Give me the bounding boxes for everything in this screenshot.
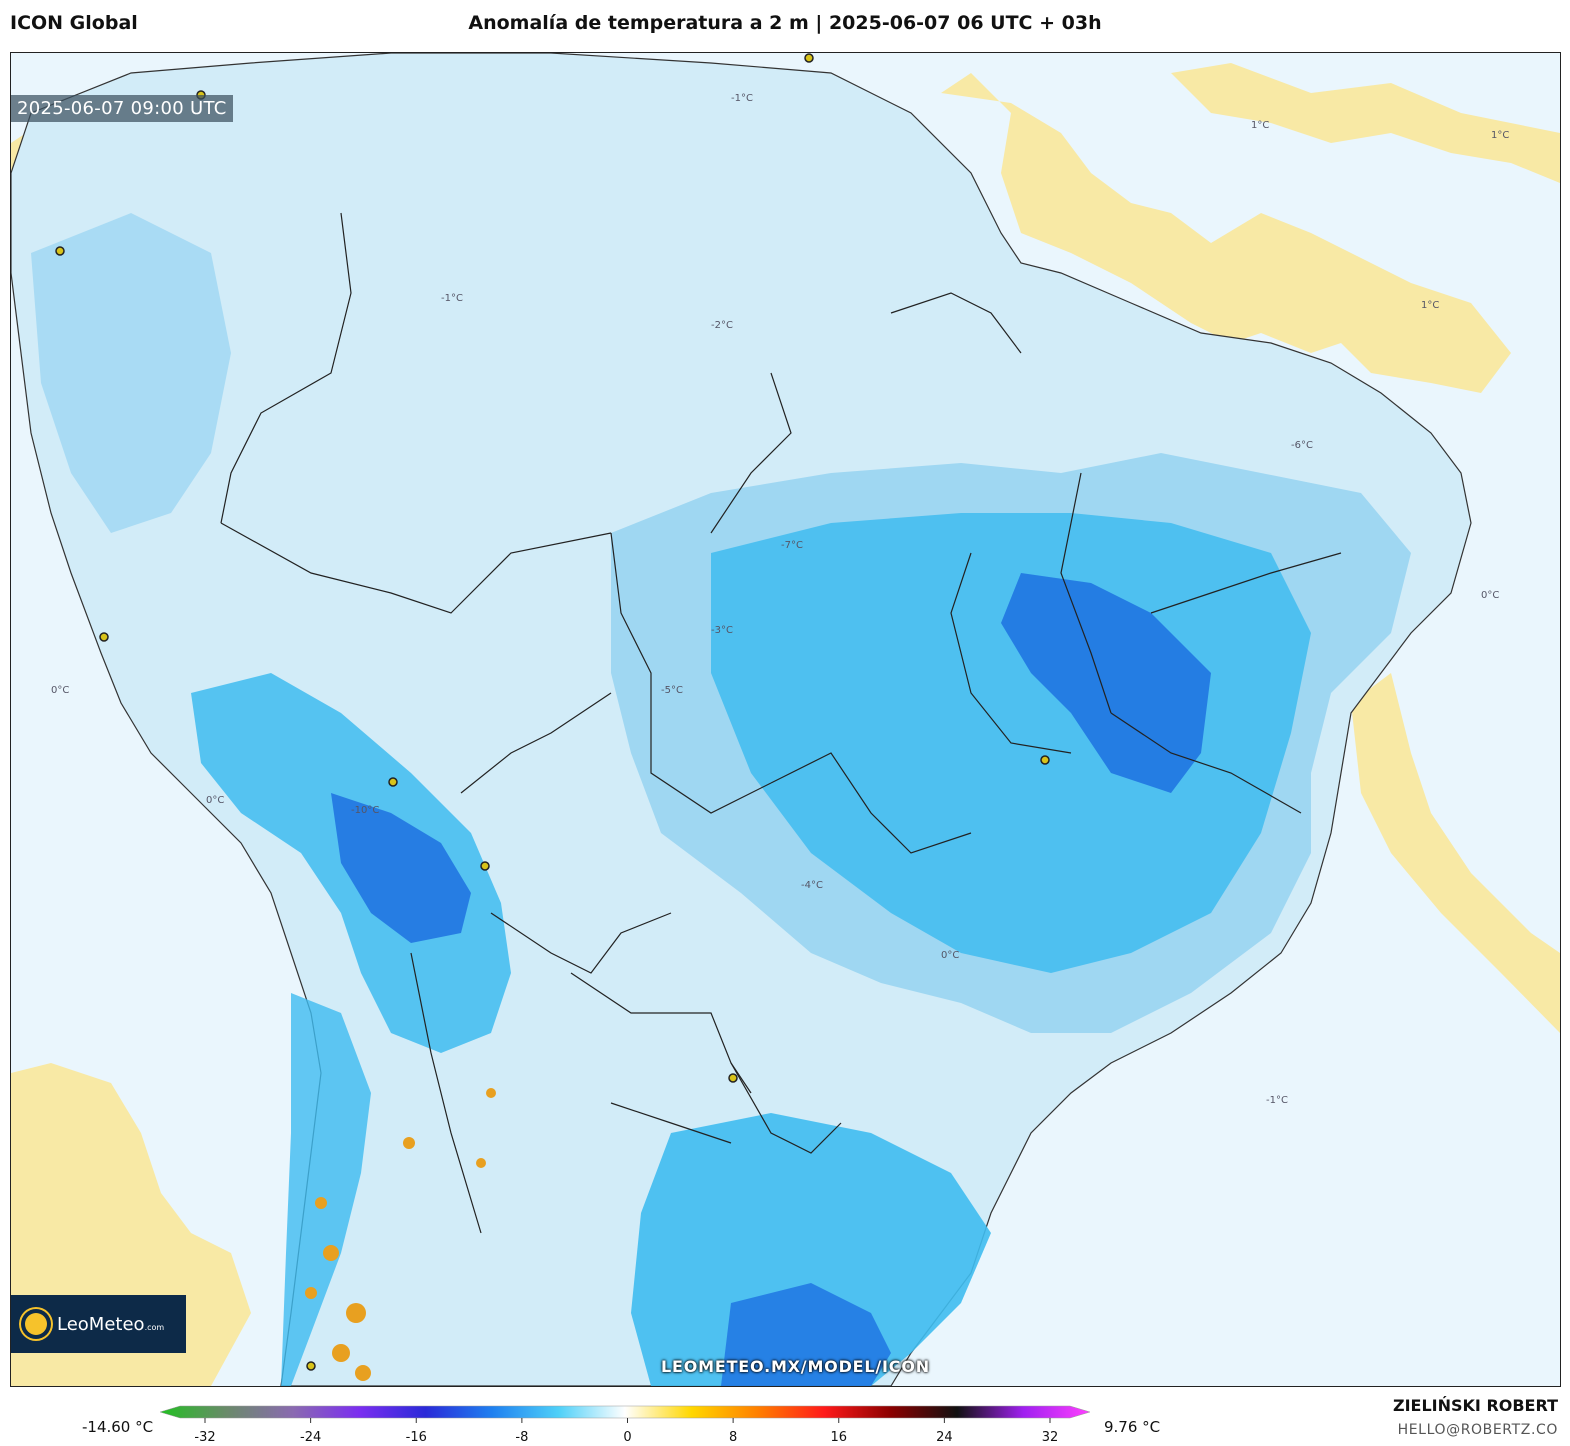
andes-warm-spots bbox=[305, 1088, 496, 1381]
logo-brand: LeoMeteo bbox=[57, 1313, 145, 1335]
cold-zone-south-brazil bbox=[631, 1113, 991, 1386]
contour-label: 0°C bbox=[941, 950, 959, 961]
contour-label: -5°C bbox=[661, 685, 683, 696]
coldest-zone-goias bbox=[1001, 573, 1211, 793]
warm-patch-atlantic-north bbox=[941, 73, 1511, 393]
contour-label: -6°C bbox=[1291, 440, 1313, 451]
colorbar-tick-label: 32 bbox=[1041, 1430, 1059, 1445]
contour-label: 1°C bbox=[1491, 130, 1509, 141]
city-marker bbox=[55, 246, 65, 256]
colorbar-tick-label: -16 bbox=[405, 1430, 427, 1445]
coldest-zone-altiplano bbox=[331, 793, 471, 943]
sun-icon bbox=[25, 1313, 47, 1335]
contour-label: -7°C bbox=[781, 540, 803, 551]
contour-label: -10°C bbox=[351, 805, 379, 816]
colorbar-tick-label: 24 bbox=[936, 1430, 953, 1445]
contour-label: 0°C bbox=[51, 685, 69, 696]
colorbar-min-label: -14.60 °C bbox=[82, 1418, 154, 1436]
colorbar-tick-label: -8 bbox=[515, 1430, 529, 1445]
city-marker bbox=[480, 861, 490, 871]
leometeo-logo[interactable]: LeoMeteo.com bbox=[11, 1295, 186, 1353]
contour-label: -1°C bbox=[731, 93, 753, 104]
colorbar-bar bbox=[160, 1405, 1091, 1419]
contour-label: 1°C bbox=[1251, 120, 1269, 131]
contour-labels: 1°C 1°C 1°C -1°C -1°C -1°C -2°C -3°C -4°… bbox=[51, 93, 1509, 1106]
city-marker bbox=[306, 1361, 316, 1371]
colorbar-max-label: 9.76 °C bbox=[1104, 1418, 1161, 1436]
cold-zone-peru bbox=[31, 213, 231, 533]
anomaly-map: 1°C 1°C 1°C -1°C -1°C -1°C -2°C -3°C -4°… bbox=[11, 53, 1560, 1386]
city-marker bbox=[804, 53, 814, 63]
contour-label: -4°C bbox=[801, 880, 823, 891]
city-marker bbox=[728, 1073, 738, 1083]
colorbar-tick-label: -24 bbox=[300, 1430, 322, 1445]
contour-label: 0°C bbox=[206, 795, 224, 806]
valid-time-badge: 2025-06-07 09:00 UTC bbox=[11, 95, 233, 122]
contour-label: -1°C bbox=[1266, 1095, 1288, 1106]
model-url-watermark[interactable]: LEOMETEO.MX/MODEL/ICON bbox=[661, 1357, 930, 1376]
country-borders bbox=[220, 212, 1342, 1234]
author-email[interactable]: HELLO@ROBERTZ.CO bbox=[1397, 1422, 1558, 1438]
contour-label: -3°C bbox=[711, 625, 733, 636]
author-credit: ZIELIŃSKI ROBERT bbox=[1392, 1396, 1558, 1415]
logo-wordmark: LeoMeteo.com bbox=[57, 1314, 164, 1335]
model-name: ICON Global bbox=[10, 12, 138, 34]
coldest-zone-rio-grande bbox=[721, 1283, 891, 1386]
warm-patch-east bbox=[1351, 673, 1560, 1033]
city-marker bbox=[99, 632, 109, 642]
colorbar-ticks bbox=[204, 1418, 1051, 1423]
colorbar-tick-label: -32 bbox=[194, 1430, 216, 1445]
colorbar-tick-label: 0 bbox=[623, 1430, 632, 1445]
logo-suffix: .com bbox=[144, 1322, 165, 1332]
city-marker bbox=[1040, 755, 1050, 765]
map-title: Anomalía de temperatura a 2 m | 2025-06-… bbox=[468, 12, 1102, 34]
contour-label: 1°C bbox=[1421, 300, 1439, 311]
colorbar-tick-label: 8 bbox=[728, 1430, 738, 1445]
contour-label: 0°C bbox=[1481, 590, 1499, 601]
colorbar bbox=[160, 1405, 1091, 1423]
warm-patch-ne bbox=[1171, 63, 1560, 183]
cold-zone-andes-south bbox=[281, 993, 371, 1386]
city-marker bbox=[388, 777, 398, 787]
map-panel[interactable]: 1°C 1°C 1°C -1°C -1°C -1°C -2°C -3°C -4°… bbox=[10, 52, 1561, 1387]
contour-label: -2°C bbox=[711, 320, 733, 331]
colorbar-tick-label: 16 bbox=[830, 1430, 848, 1445]
contour-label: -1°C bbox=[441, 293, 463, 304]
